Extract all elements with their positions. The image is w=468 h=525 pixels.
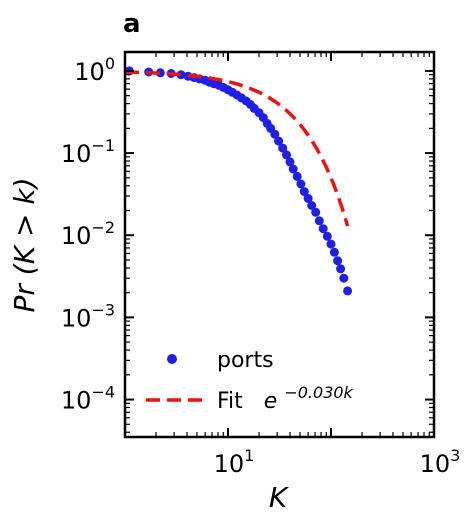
data-point [155, 68, 165, 78]
y-tick-label: 10−4 [61, 383, 115, 415]
y-tick-label: 10−3 [61, 300, 115, 332]
y-tick-label: 100 [74, 54, 115, 86]
data-point [343, 286, 353, 296]
data-point [282, 150, 291, 160]
data-point [303, 194, 313, 203]
data-point [278, 143, 288, 153]
data-point [311, 207, 321, 217]
data-point [288, 164, 298, 174]
legend-fit-formula-exp: −0.030k [284, 383, 353, 402]
legend-marker-ports [167, 354, 177, 364]
legend-label-fit: Fit e −0.030k [217, 383, 354, 414]
axis-ticks [124, 52, 435, 437]
x-axis-title: K [269, 481, 290, 514]
tick-labels: 101 103 100 10−1 10−2 10−3 10−4 [61, 54, 461, 478]
plot-frame [123, 50, 436, 439]
legend: ports Fit e −0.030k [146, 348, 354, 414]
data-point [333, 256, 343, 266]
legend-fit-name: Fit [217, 389, 243, 414]
data-point [322, 231, 332, 241]
y-axis-title: Pr (K > k) [8, 178, 41, 313]
data-point [307, 201, 317, 210]
panel-label: a [123, 9, 141, 39]
data-point [270, 129, 280, 139]
data-point [299, 187, 309, 197]
data-point [336, 264, 346, 274]
data-points [124, 66, 353, 296]
y-tick-label: 10−1 [61, 136, 115, 168]
data-point [339, 273, 349, 283]
y-tick-label: 10−2 [61, 218, 115, 250]
legend-label-ports: ports [217, 348, 274, 373]
data-point [314, 216, 324, 226]
data-point [326, 239, 336, 249]
data-point [285, 157, 295, 167]
data-point [296, 179, 306, 189]
data-point [318, 224, 328, 234]
x-tick-label: 103 [420, 446, 461, 478]
fit-line [125, 70, 350, 227]
legend-fit-formula-base: e [264, 389, 278, 414]
data-point [176, 70, 186, 80]
x-tick-label: 101 [214, 446, 255, 478]
data-point [292, 171, 302, 181]
data-point [274, 136, 284, 146]
data-point [329, 247, 339, 257]
